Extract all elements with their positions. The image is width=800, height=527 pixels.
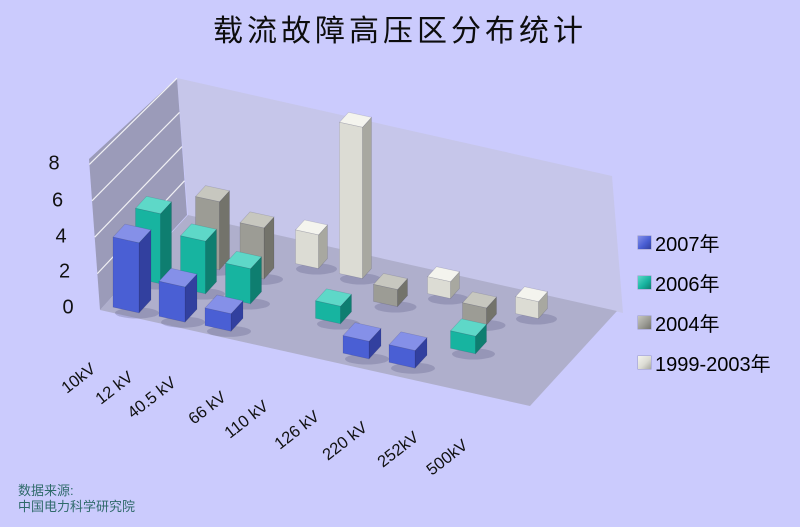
bar-front-face — [204, 307, 232, 332]
bar-front-face — [373, 284, 398, 307]
legend-swatch — [638, 355, 651, 369]
bar-top-face — [158, 267, 198, 288]
bar-top-face — [194, 185, 231, 203]
bar-shadow — [374, 301, 417, 313]
bar-front-face — [339, 121, 363, 279]
bar-front-face — [388, 344, 416, 369]
bar-side-face — [362, 116, 372, 280]
bar-front-face — [342, 335, 370, 360]
bar-shadow — [428, 293, 469, 305]
bar-top-face — [224, 250, 263, 270]
bar-side-face — [219, 190, 230, 271]
bar-shadow — [207, 325, 251, 337]
legend-item: 2007年 — [638, 222, 800, 262]
source-note: 数据来源: 中国电力科学研究院 — [18, 483, 135, 515]
bar-top-face — [449, 318, 488, 337]
bar-front-face — [295, 229, 319, 269]
y-axis-tick-label: 2 — [58, 260, 71, 283]
legend-label: 2004年 — [655, 313, 720, 336]
bar-shadow — [317, 318, 360, 330]
bar-shadow — [345, 353, 389, 365]
bar-front-face — [112, 236, 140, 314]
bar-shadow — [391, 362, 435, 374]
gridline — [91, 111, 180, 202]
y-axis-tick-label: 6 — [51, 189, 64, 212]
legend-swatch — [638, 235, 651, 249]
bar-front-face — [427, 276, 451, 299]
legend-label: 2007年 — [655, 233, 720, 256]
legend-swatch — [638, 275, 651, 289]
bar-shadow — [161, 316, 205, 328]
chart-title: 载流故障高压区分布统计 — [213, 15, 587, 48]
legend-label: 1999-2003年 — [655, 353, 771, 376]
legend: 2007年 2006年 2004年 1999-2003年 — [638, 222, 800, 382]
bar-shadow — [296, 263, 337, 275]
y-axis-tick-label: 0 — [62, 296, 74, 319]
bar-top-face — [294, 219, 329, 236]
y-axis-tick-label: 4 — [55, 225, 67, 248]
bar-front-face — [450, 330, 476, 355]
bar-shadow — [340, 273, 381, 285]
bar-side-face — [138, 229, 152, 314]
bar-shadow — [452, 348, 495, 360]
bar-front-face — [315, 300, 341, 325]
bar-front-face — [515, 296, 539, 319]
legend-item: 2006年 — [638, 262, 800, 302]
bar-top-face — [388, 331, 428, 351]
legend-label: 2006年 — [655, 273, 720, 296]
bar-front-face — [158, 280, 186, 323]
y-axis-tick-label: 8 — [48, 152, 60, 175]
gridline — [94, 146, 183, 238]
bar-shadow — [115, 307, 159, 319]
legend-item: 1999-2003年 — [638, 342, 800, 382]
source-note-line1: 数据来源: — [18, 483, 74, 498]
bar-top-face — [314, 288, 353, 307]
gridline — [88, 77, 178, 165]
legend-swatch — [638, 315, 651, 329]
bar-top-face — [112, 223, 152, 244]
back-wall — [177, 78, 623, 313]
source-note-line2: 中国电力科学研究院 — [18, 499, 136, 514]
bar-top-face — [239, 211, 275, 229]
legend-item: 2004年 — [638, 302, 800, 342]
bar-shadow — [516, 313, 557, 325]
